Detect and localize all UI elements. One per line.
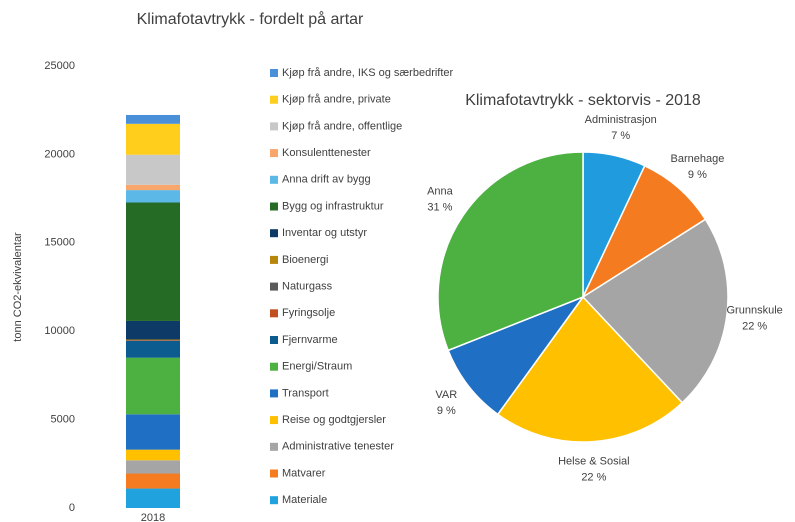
- bar-segment: [126, 154, 180, 185]
- legend-label: Bygg og infrastruktur: [282, 200, 384, 212]
- legend-label: Materiale: [282, 494, 327, 506]
- legend-swatch: [270, 202, 278, 211]
- pie-slice: [447, 295, 586, 416]
- bar-segment: [126, 449, 180, 461]
- legend-swatch: [270, 496, 278, 505]
- bar-segment: [126, 460, 180, 474]
- slice-label: Barnehage: [670, 153, 724, 165]
- bar-segment: [126, 357, 180, 415]
- legend-swatch: [270, 442, 278, 451]
- legend-label: Reise og godtgjersler: [282, 414, 386, 426]
- legend-swatch: [270, 469, 278, 478]
- bar-segment: [126, 414, 180, 450]
- slice-label: Grunnskule: [727, 305, 783, 317]
- legend-label: Fyringsolje: [282, 307, 335, 319]
- bar-segment: [126, 114, 180, 124]
- bar-segment: [126, 340, 180, 358]
- legend-swatch: [270, 416, 278, 425]
- legend-label: Administrative tenester: [282, 441, 394, 453]
- slice-value-label: 9 %: [437, 405, 456, 417]
- legend-label: Fjernvarme: [282, 334, 338, 346]
- legend-swatch: [270, 389, 278, 398]
- slice-value-label: 22 %: [742, 321, 767, 333]
- bar-segment: [126, 320, 180, 340]
- slice-label: Anna: [427, 186, 454, 198]
- pie-slice: [496, 295, 684, 443]
- pie-chart-title: Klimafotavtrykk - sektorvis - 2018: [465, 92, 701, 109]
- legend-swatch: [270, 309, 278, 318]
- legend-swatch: [270, 149, 278, 158]
- pie-slice: [581, 164, 707, 300]
- legend-swatch: [270, 229, 278, 238]
- y-axis-label: tonn CO2-ekvivalentar: [12, 232, 24, 342]
- bar-chart-title: Klimafotavtrykk - fordelt på artar: [137, 10, 364, 28]
- bar-segment: [126, 473, 180, 489]
- bar-segment: [126, 488, 180, 508]
- slice-value-label: 31 %: [427, 202, 452, 214]
- x-tick-label: 2018: [141, 512, 165, 522]
- legend-label: Anna drift av bygg: [282, 174, 371, 186]
- bar-segment: [126, 190, 180, 203]
- bar-segment: [126, 340, 180, 341]
- y-tick-label: 20000: [44, 148, 75, 160]
- legend-swatch: [270, 175, 278, 184]
- slice-label: Helse & Sosial: [558, 456, 630, 468]
- legend-swatch: [270, 282, 278, 291]
- y-tick-label: 10000: [44, 325, 75, 337]
- legend-swatch: [270, 122, 278, 131]
- legend-label: Bioenergi: [282, 254, 328, 266]
- legend-label: Kjøp frå andre, offentlige: [282, 120, 402, 132]
- y-tick-label: 15000: [44, 237, 75, 249]
- bar-segment: [126, 184, 180, 191]
- legend-label: Energi/Straum: [282, 361, 352, 373]
- legend-label: Konsulenttenester: [282, 147, 371, 159]
- legend-label: Kjøp frå andre, IKS og særbedrifter: [282, 67, 454, 79]
- pie-slice: [437, 151, 584, 352]
- legend-swatch: [270, 336, 278, 344]
- bar-segment: [126, 339, 180, 341]
- legend-label: Inventar og utstyr: [282, 227, 367, 239]
- y-tick-label: 5000: [51, 414, 75, 426]
- pie-slice: [581, 218, 729, 404]
- legend-swatch: [270, 69, 278, 77]
- slice-label: VAR: [435, 389, 457, 401]
- legend-label: Naturgass: [282, 281, 333, 293]
- slice-value-label: 9 %: [688, 169, 707, 181]
- legend-swatch: [270, 362, 278, 371]
- legend-swatch: [270, 95, 278, 104]
- slice-value-label: 22 %: [581, 472, 606, 484]
- bar-segment: [126, 202, 180, 321]
- y-tick-label: 0: [69, 502, 75, 514]
- legend-label: Kjøp frå andre, private: [282, 94, 391, 106]
- legend-label: Matvarer: [282, 467, 326, 479]
- y-tick-label: 25000: [44, 60, 75, 72]
- legend-label: Transport: [282, 387, 329, 399]
- bar-segment: [126, 123, 180, 155]
- slice-value-label: 7 %: [611, 130, 630, 142]
- legend-swatch: [270, 255, 278, 264]
- slice-label: Administrasjon: [585, 114, 657, 126]
